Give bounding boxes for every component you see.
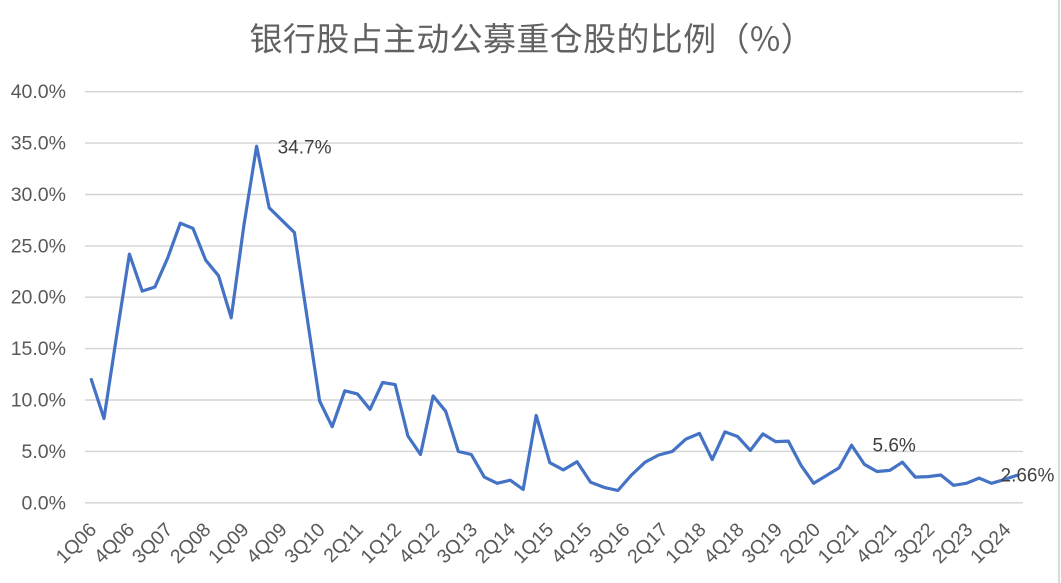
svg-text:2Q11: 2Q11: [319, 519, 367, 567]
svg-text:3Q22: 3Q22: [890, 519, 939, 568]
svg-text:1Q18: 1Q18: [661, 519, 710, 568]
svg-text:0.0%: 0.0%: [22, 492, 66, 514]
svg-text:3Q19: 3Q19: [738, 519, 787, 568]
svg-text:25.0%: 25.0%: [11, 235, 66, 257]
svg-text:5.6%: 5.6%: [873, 436, 916, 457]
svg-text:2Q14: 2Q14: [471, 519, 520, 568]
svg-text:2Q23: 2Q23: [928, 519, 977, 568]
svg-text:4Q15: 4Q15: [547, 519, 596, 568]
svg-text:4Q06: 4Q06: [90, 519, 139, 568]
svg-text:15.0%: 15.0%: [11, 338, 66, 360]
svg-text:3Q07: 3Q07: [128, 519, 177, 568]
svg-text:1Q21: 1Q21: [814, 519, 863, 568]
svg-text:1Q24: 1Q24: [966, 519, 1015, 568]
svg-text:2Q08: 2Q08: [166, 519, 215, 568]
svg-text:4Q12: 4Q12: [395, 519, 444, 568]
svg-text:3Q10: 3Q10: [280, 519, 329, 568]
svg-text:5.0%: 5.0%: [22, 441, 66, 463]
svg-text:4Q09: 4Q09: [242, 519, 291, 568]
svg-text:3Q16: 3Q16: [585, 519, 634, 568]
svg-text:20.0%: 20.0%: [11, 287, 66, 309]
svg-text:1Q12: 1Q12: [357, 519, 406, 568]
svg-text:3Q13: 3Q13: [433, 519, 482, 568]
svg-text:34.7%: 34.7%: [278, 137, 332, 158]
svg-text:4Q21: 4Q21: [852, 519, 901, 568]
svg-text:2Q20: 2Q20: [776, 519, 825, 568]
svg-text:35.0%: 35.0%: [11, 133, 66, 155]
svg-text:10.0%: 10.0%: [11, 390, 66, 412]
svg-text:40.0%: 40.0%: [11, 81, 66, 103]
svg-text:4Q18: 4Q18: [699, 519, 748, 568]
svg-text:2.66%: 2.66%: [1001, 466, 1055, 487]
svg-text:1Q06: 1Q06: [52, 519, 101, 568]
svg-text:1Q15: 1Q15: [509, 519, 558, 568]
svg-text:30.0%: 30.0%: [11, 184, 66, 206]
svg-text:2Q17: 2Q17: [623, 519, 672, 568]
svg-text:1Q09: 1Q09: [204, 519, 253, 568]
